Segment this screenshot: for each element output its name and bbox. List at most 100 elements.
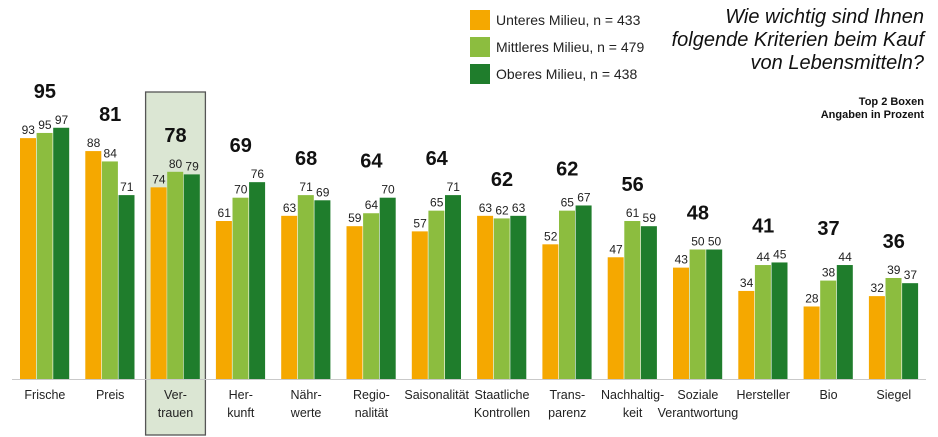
category-label: Ver-	[164, 388, 187, 402]
bar-nachhaltigkeit-2	[624, 221, 641, 379]
bar-herkunft-1	[215, 221, 232, 379]
data-label: 63	[479, 201, 493, 215]
data-label: 76	[251, 167, 265, 181]
data-label: 34	[740, 276, 754, 290]
category-label: kunft	[227, 406, 255, 420]
data-label: 59	[643, 211, 657, 225]
data-label: 50	[691, 235, 705, 249]
data-label: 43	[675, 253, 689, 267]
chart-note: Top 2 Boxen Angaben in Prozent	[821, 96, 924, 122]
data-label: 97	[55, 113, 69, 127]
bar-preis-1	[85, 151, 102, 379]
category-label: Nachhaltig-	[601, 388, 664, 402]
bar-bio-3	[836, 265, 853, 379]
bar-frische-3	[53, 127, 70, 380]
total-label: 68	[295, 148, 317, 170]
data-label: 37	[904, 268, 918, 282]
category-label: Staatliche	[475, 388, 530, 402]
category-label: Hersteller	[736, 388, 790, 402]
data-label: 74	[152, 172, 166, 186]
data-label: 61	[626, 206, 640, 220]
data-label: 71	[120, 180, 134, 194]
category-label: trauen	[158, 406, 193, 420]
total-label: 56	[621, 174, 643, 196]
legend-item-unteres: Unteres Milieu, n = 433	[470, 6, 644, 33]
legend-swatch-unteres	[470, 9, 490, 30]
bar-preis-2	[101, 161, 118, 379]
total-label: 62	[491, 169, 513, 191]
bar-nährwerte-1	[281, 215, 298, 379]
data-label: 63	[283, 201, 297, 215]
bar-transparenz-2	[559, 210, 575, 379]
data-label: 44	[757, 250, 771, 264]
bar-frische-1	[20, 138, 36, 379]
note-line-2: Angaben in Prozent	[820, 109, 924, 121]
legend-item-oberes: Oberes Milieu, n = 438	[470, 60, 644, 87]
data-label: 61	[218, 206, 232, 220]
data-label: 45	[773, 247, 787, 261]
legend-label-unteres: Unteres Milieu, n = 433	[496, 11, 641, 28]
legend-item-mittleres: Mittleres Milieu, n = 479	[470, 33, 644, 60]
data-label: 65	[561, 196, 575, 210]
bar-staatlichekontrollen-1	[477, 215, 494, 379]
category-label: Bio	[819, 388, 837, 402]
total-label: 81	[99, 104, 121, 126]
bar-siegel-2	[885, 277, 902, 379]
bar-nachhaltigkeit-1	[607, 257, 624, 379]
total-label: 64	[360, 151, 383, 173]
data-label: 70	[381, 183, 395, 197]
category-label: Her-	[229, 388, 253, 402]
bar-regionalität-1	[346, 226, 363, 379]
data-label: 44	[838, 250, 852, 264]
bar-vertrauen-3	[183, 174, 200, 379]
total-label: 48	[687, 203, 709, 225]
data-label: 88	[87, 136, 101, 150]
bar-staatlichekontrollen-3	[510, 215, 527, 379]
legend: Unteres Milieu, n = 433 Mittleres Milieu…	[470, 6, 644, 87]
bar-bio-1	[803, 306, 820, 379]
data-label: 50	[708, 235, 722, 249]
bar-hersteller-2	[754, 265, 771, 379]
total-label: 64	[426, 148, 449, 170]
category-label: Preis	[96, 388, 124, 402]
bar-frische-2	[36, 132, 53, 379]
bar-sozialeverantwortung-3	[706, 249, 723, 379]
data-label: 52	[544, 229, 558, 243]
data-label: 93	[22, 123, 36, 137]
data-label: 65	[430, 196, 444, 210]
category-label: Saisonalität	[404, 388, 469, 402]
bar-transparenz-1	[542, 244, 559, 379]
data-label: 71	[299, 180, 313, 194]
bar-nährwerte-2	[297, 195, 314, 379]
data-label: 32	[871, 281, 885, 295]
bar-nachhaltigkeit-3	[640, 226, 657, 379]
data-label: 63	[512, 201, 526, 215]
bar-saisonalität-2	[428, 210, 445, 379]
chart-title: Wie wichtig sind Ihnen folgende Kriterie…	[671, 6, 924, 74]
bar-vertrauen-2	[167, 171, 184, 379]
total-label: 37	[817, 218, 839, 240]
data-label: 84	[104, 146, 118, 160]
note-line-1: Top 2 Boxen	[858, 96, 924, 108]
bar-staatlichekontrollen-2	[493, 218, 510, 379]
category-label: Soziale	[677, 388, 718, 402]
legend-label-mittleres: Mittleres Milieu, n = 479	[496, 38, 645, 55]
bar-herkunft-2	[232, 197, 249, 379]
data-label: 57	[413, 216, 427, 230]
category-label: parenz	[548, 406, 586, 420]
data-label: 64	[365, 198, 379, 212]
bar-saisonalität-1	[411, 231, 428, 379]
bar-saisonalität-3	[445, 195, 461, 379]
bar-sozialeverantwortung-2	[689, 249, 706, 379]
category-label: werte	[290, 406, 322, 420]
bar-transparenz-3	[575, 205, 592, 379]
category-label: Nähr-	[290, 388, 321, 402]
data-label: 95	[38, 118, 52, 132]
legend-label-oberes: Oberes Milieu, n = 438	[496, 65, 638, 82]
bar-herkunft-3	[249, 182, 266, 379]
bar-hersteller-3	[771, 262, 788, 379]
legend-swatch-oberes	[470, 63, 490, 84]
category-label: Verantwortung	[658, 406, 739, 420]
data-label: 59	[348, 211, 362, 225]
